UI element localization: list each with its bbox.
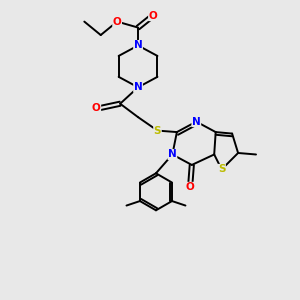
Text: O: O	[92, 103, 100, 113]
Text: O: O	[186, 182, 195, 192]
Text: N: N	[168, 149, 177, 160]
Text: S: S	[218, 164, 225, 174]
Text: O: O	[113, 16, 122, 27]
Text: O: O	[148, 11, 158, 21]
Text: N: N	[192, 117, 201, 127]
Text: S: S	[154, 126, 161, 136]
Text: N: N	[134, 40, 142, 50]
Text: N: N	[134, 82, 142, 92]
